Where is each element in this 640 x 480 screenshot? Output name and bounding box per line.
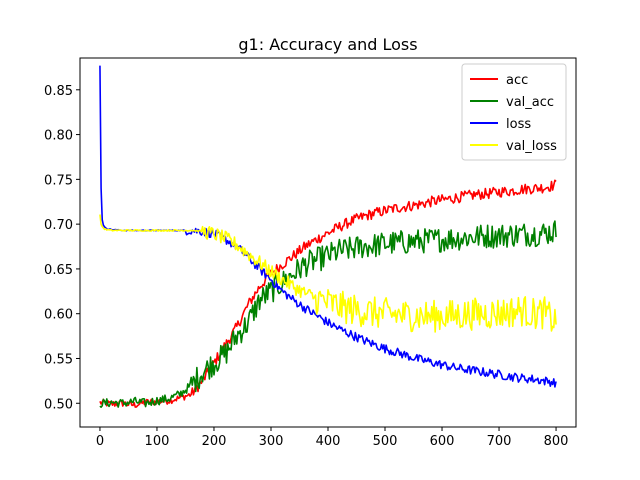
x-tick-label: 200 <box>202 434 227 449</box>
y-tick-label: 0.70 <box>44 218 73 233</box>
series-line-val-acc <box>99 220 557 408</box>
x-tick-label: 800 <box>544 434 569 449</box>
x-tick-label: 400 <box>316 434 341 449</box>
y-tick-label: 0.65 <box>44 263 73 278</box>
series-line-acc <box>99 179 557 408</box>
series-line-val-loss <box>99 214 557 333</box>
y-tick-label: 0.60 <box>44 308 73 323</box>
x-tick-label: 500 <box>373 434 398 449</box>
x-tick-label: 0 <box>96 434 104 449</box>
x-tick-label: 100 <box>145 434 170 449</box>
y-tick-label: 0.50 <box>44 397 73 412</box>
legend-label-val-acc: val_acc <box>506 95 554 110</box>
x-tick-label: 300 <box>259 434 284 449</box>
chart-title: g1: Accuracy and Loss <box>238 35 417 54</box>
legend-box <box>461 63 567 161</box>
x-tick-label: 700 <box>487 434 512 449</box>
legend-label-val-loss: val_loss <box>506 139 557 154</box>
x-axis: 0 100 200 300 400 500 600 700 800 <box>96 427 569 449</box>
legend-label-loss: loss <box>506 117 531 132</box>
y-tick-label: 0.55 <box>44 352 73 367</box>
y-tick-label: 0.85 <box>44 84 73 99</box>
x-tick-label: 600 <box>430 434 455 449</box>
y-axis: 0.50 0.55 0.60 0.65 0.70 0.75 0.80 0.85 <box>44 84 80 412</box>
series-layer <box>99 65 557 408</box>
legend-label-acc: acc <box>506 73 528 88</box>
y-tick-label: 0.80 <box>44 129 73 144</box>
y-tick-label: 0.75 <box>44 173 73 188</box>
